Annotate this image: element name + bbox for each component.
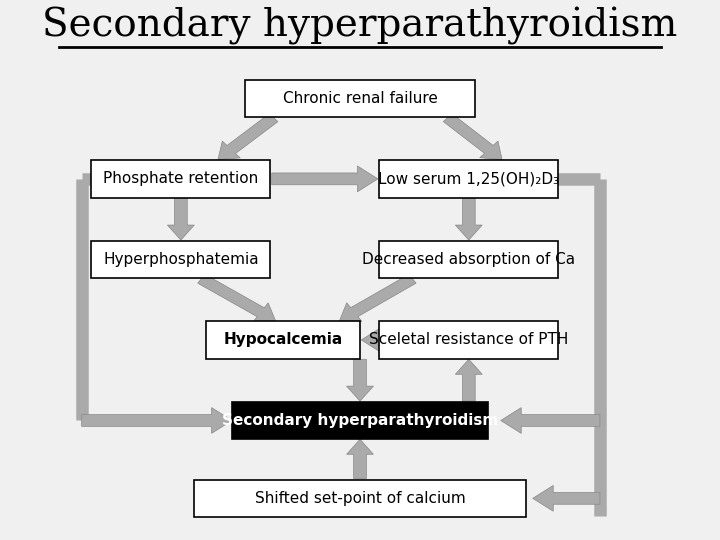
FancyBboxPatch shape <box>91 241 271 278</box>
Polygon shape <box>198 274 276 322</box>
Text: Hyperphosphatemia: Hyperphosphatemia <box>103 252 258 267</box>
FancyBboxPatch shape <box>194 480 526 517</box>
Polygon shape <box>455 198 482 240</box>
FancyBboxPatch shape <box>379 160 558 198</box>
Text: Phosphate retention: Phosphate retention <box>103 171 258 186</box>
FancyBboxPatch shape <box>232 402 488 439</box>
FancyBboxPatch shape <box>379 241 558 278</box>
Polygon shape <box>81 408 232 434</box>
Polygon shape <box>533 485 600 511</box>
Polygon shape <box>346 359 374 401</box>
Text: Secondary hyperparathyroidism: Secondary hyperparathyroidism <box>222 413 498 428</box>
Text: Shifted set-point of calcium: Shifted set-point of calcium <box>255 491 465 506</box>
Polygon shape <box>271 166 378 192</box>
Text: Sceletal resistance of PTH: Sceletal resistance of PTH <box>369 333 569 347</box>
FancyBboxPatch shape <box>91 160 271 198</box>
Text: Hypocalcemia: Hypocalcemia <box>224 333 343 347</box>
Text: Low serum 1,25(OH)₂D₃: Low serum 1,25(OH)₂D₃ <box>378 171 559 186</box>
Polygon shape <box>218 113 278 159</box>
FancyBboxPatch shape <box>245 79 475 117</box>
Text: Decreased absorption of Ca: Decreased absorption of Ca <box>362 252 575 267</box>
Polygon shape <box>501 408 600 434</box>
Polygon shape <box>455 359 482 401</box>
Polygon shape <box>168 198 194 240</box>
Polygon shape <box>340 274 416 321</box>
Polygon shape <box>444 114 502 159</box>
Polygon shape <box>346 439 374 478</box>
Text: Secondary hyperparathyroidism: Secondary hyperparathyroidism <box>42 7 678 45</box>
FancyBboxPatch shape <box>379 321 558 359</box>
FancyBboxPatch shape <box>207 321 360 359</box>
Polygon shape <box>361 329 379 351</box>
Text: Chronic renal failure: Chronic renal failure <box>282 91 438 106</box>
